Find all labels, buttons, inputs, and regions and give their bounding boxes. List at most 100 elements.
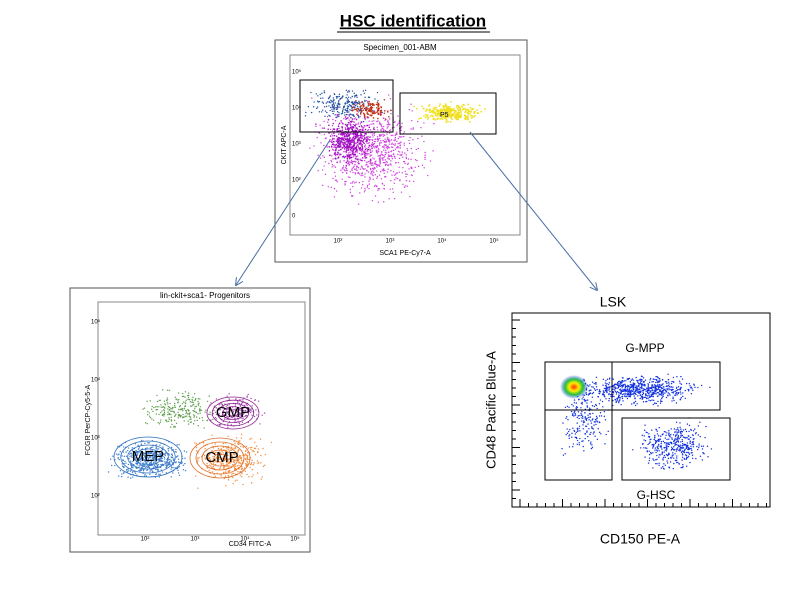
dot [645,396,647,399]
dot [169,426,172,428]
dot [348,160,350,163]
contour [227,409,239,417]
dot [618,394,620,396]
dot [454,117,457,120]
dot [577,411,580,413]
dot [366,139,368,142]
dot [671,454,673,457]
dot [662,440,665,443]
dot [351,146,354,149]
dot [346,124,348,127]
dot [344,102,347,104]
dot [396,177,399,180]
dot [679,431,682,433]
dot [448,109,451,112]
dot [359,173,361,175]
dot [153,451,155,453]
dot [234,442,236,444]
contour [213,453,227,463]
dot [624,386,627,389]
dot [161,463,164,465]
dot [363,92,366,95]
dot [460,113,463,116]
dot [390,151,392,153]
dot [209,458,212,461]
dot [380,125,383,127]
dot [405,157,408,160]
dot [207,413,210,416]
dot [659,385,662,387]
dot [242,399,244,401]
dot [167,450,170,452]
dot [359,107,362,110]
dot [369,178,371,181]
dot [673,442,675,445]
dot [429,109,432,112]
dot [349,109,351,111]
dot [334,175,337,177]
dot [245,445,248,448]
dot [235,459,238,462]
dot [118,453,120,455]
dot [372,136,374,138]
dot [377,140,379,143]
dot [654,449,656,451]
dot [676,389,679,391]
dot [369,109,371,112]
dot [190,421,193,423]
dot [335,148,337,151]
dot [680,441,682,443]
dot [162,446,164,448]
dot [645,388,647,391]
dot [415,148,418,151]
dot [158,413,160,416]
dot [253,447,256,450]
dot [344,127,346,129]
dot [655,459,657,461]
dot [424,156,426,159]
dot [602,378,605,380]
dot [399,151,401,153]
dot [137,444,139,447]
dot [194,406,196,408]
dot [346,110,348,113]
dot [160,469,162,471]
dot [173,425,175,427]
dot [657,400,659,403]
dot [355,168,358,170]
dot [109,458,112,460]
dot [665,445,668,448]
dot [421,164,424,167]
dot [374,174,376,176]
dot [629,391,631,393]
dot [672,376,675,379]
dot [679,436,682,439]
dot [675,434,677,436]
dot [210,465,212,467]
dot [701,448,704,450]
dot [352,153,354,156]
dot [226,404,229,407]
dot [408,180,411,182]
dot [439,118,442,120]
dot [251,414,253,417]
dot [177,415,180,417]
dot [656,446,658,448]
dot [613,395,615,398]
dot [627,378,629,381]
dot [250,463,252,465]
dot [379,134,381,137]
dot [353,92,355,95]
dot [383,134,386,136]
dot [149,456,151,459]
dot [390,170,392,172]
dot [186,413,189,415]
dot [630,390,633,392]
dot [234,408,237,410]
dot [346,105,349,107]
dot [177,472,180,474]
dot [643,384,646,387]
dot [166,465,168,468]
dot [686,436,688,439]
dot [363,168,365,171]
